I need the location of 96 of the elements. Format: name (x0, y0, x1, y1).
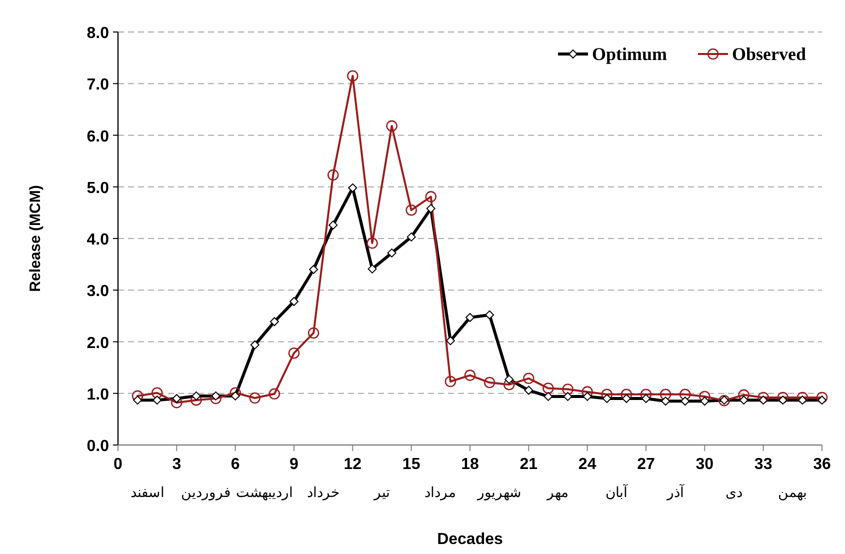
point (485, 310, 494, 320)
point (523, 372, 534, 384)
y-axis-title: Release (MCM) (27, 185, 44, 292)
x-tick-label: 27 (637, 456, 655, 473)
point (210, 392, 222, 404)
point (504, 374, 514, 384)
point (798, 396, 807, 405)
x-tick-label: 21 (520, 456, 538, 473)
point (152, 396, 162, 405)
y-tick-label: 8.0 (86, 25, 110, 42)
point (151, 387, 163, 399)
text: بهمن (778, 486, 808, 501)
point (739, 396, 748, 405)
point (308, 327, 320, 339)
text: دی (726, 486, 742, 501)
text: آذر (666, 483, 685, 501)
text: فروردین (181, 486, 231, 501)
point (758, 396, 768, 405)
point (425, 191, 437, 202)
point (366, 237, 378, 249)
point (758, 392, 769, 404)
point (642, 394, 650, 404)
point (542, 382, 554, 394)
point (562, 384, 574, 395)
y-tick-label: 5.0 (86, 180, 110, 197)
point (288, 347, 300, 359)
point (133, 396, 142, 405)
point (348, 183, 358, 192)
y-tick-label: 0.0 (86, 438, 110, 455)
x-tick-label: 12 (344, 456, 362, 473)
point (309, 264, 318, 274)
point (368, 264, 377, 274)
point (327, 169, 339, 181)
x-tick-label: 33 (754, 456, 772, 473)
legend-label: Observed (732, 44, 806, 64)
point (777, 392, 789, 404)
point (426, 204, 436, 214)
x-tick-label: 30 (696, 456, 714, 473)
y-tick-label: 1.0 (86, 386, 110, 404)
point (192, 391, 201, 400)
point (818, 396, 826, 405)
point (700, 396, 710, 406)
x-axis-title: Decades (437, 531, 504, 548)
point (582, 392, 592, 401)
y-tick-label: 7.0 (86, 76, 110, 94)
text: تیر (373, 486, 390, 501)
point (679, 388, 691, 400)
point (484, 376, 496, 388)
text: اسفند (130, 486, 164, 501)
point (582, 386, 593, 398)
point (328, 220, 338, 230)
point (660, 388, 672, 400)
point (290, 296, 298, 306)
y-tick-label: 4.0 (86, 232, 110, 248)
point (406, 232, 416, 242)
point (524, 386, 534, 395)
point (503, 378, 515, 390)
x-tick-label: 36 (813, 456, 831, 473)
point (444, 376, 456, 388)
point (386, 120, 398, 132)
point (230, 391, 240, 400)
y-tick-label: 6.0 (86, 128, 110, 146)
point (211, 391, 220, 400)
x-tick-label: 18 (461, 456, 479, 473)
point (464, 370, 476, 381)
point (347, 70, 358, 82)
x-tick-label: 15 (402, 456, 420, 473)
point (816, 392, 828, 404)
point (230, 387, 241, 399)
point (268, 388, 280, 400)
point (466, 312, 474, 322)
point (270, 317, 279, 326)
point (249, 392, 261, 404)
point (446, 336, 455, 346)
text: آبان (606, 483, 629, 501)
x-tick-label: 24 (578, 456, 596, 473)
point (796, 392, 808, 404)
text: شهریور (476, 486, 522, 501)
x-tick-label: 3 (172, 456, 182, 473)
legend-label: Optimum (592, 44, 668, 64)
point (602, 394, 612, 404)
point (622, 394, 631, 404)
text: اردیبهشت (236, 486, 294, 501)
x-tick-label: 0 (114, 456, 123, 473)
x-tick-label: 9 (290, 456, 299, 473)
x-tick-label: 6 (230, 456, 240, 473)
point (250, 340, 260, 350)
point (778, 396, 788, 405)
text: مرداد (424, 486, 457, 501)
point (172, 394, 182, 404)
point (387, 248, 396, 258)
y-tick-label: 3.0 (86, 283, 110, 300)
text: مهر (546, 486, 569, 501)
y-tick-label: 2.0 (86, 334, 110, 352)
text: خرداد (306, 486, 340, 501)
point (406, 204, 417, 216)
